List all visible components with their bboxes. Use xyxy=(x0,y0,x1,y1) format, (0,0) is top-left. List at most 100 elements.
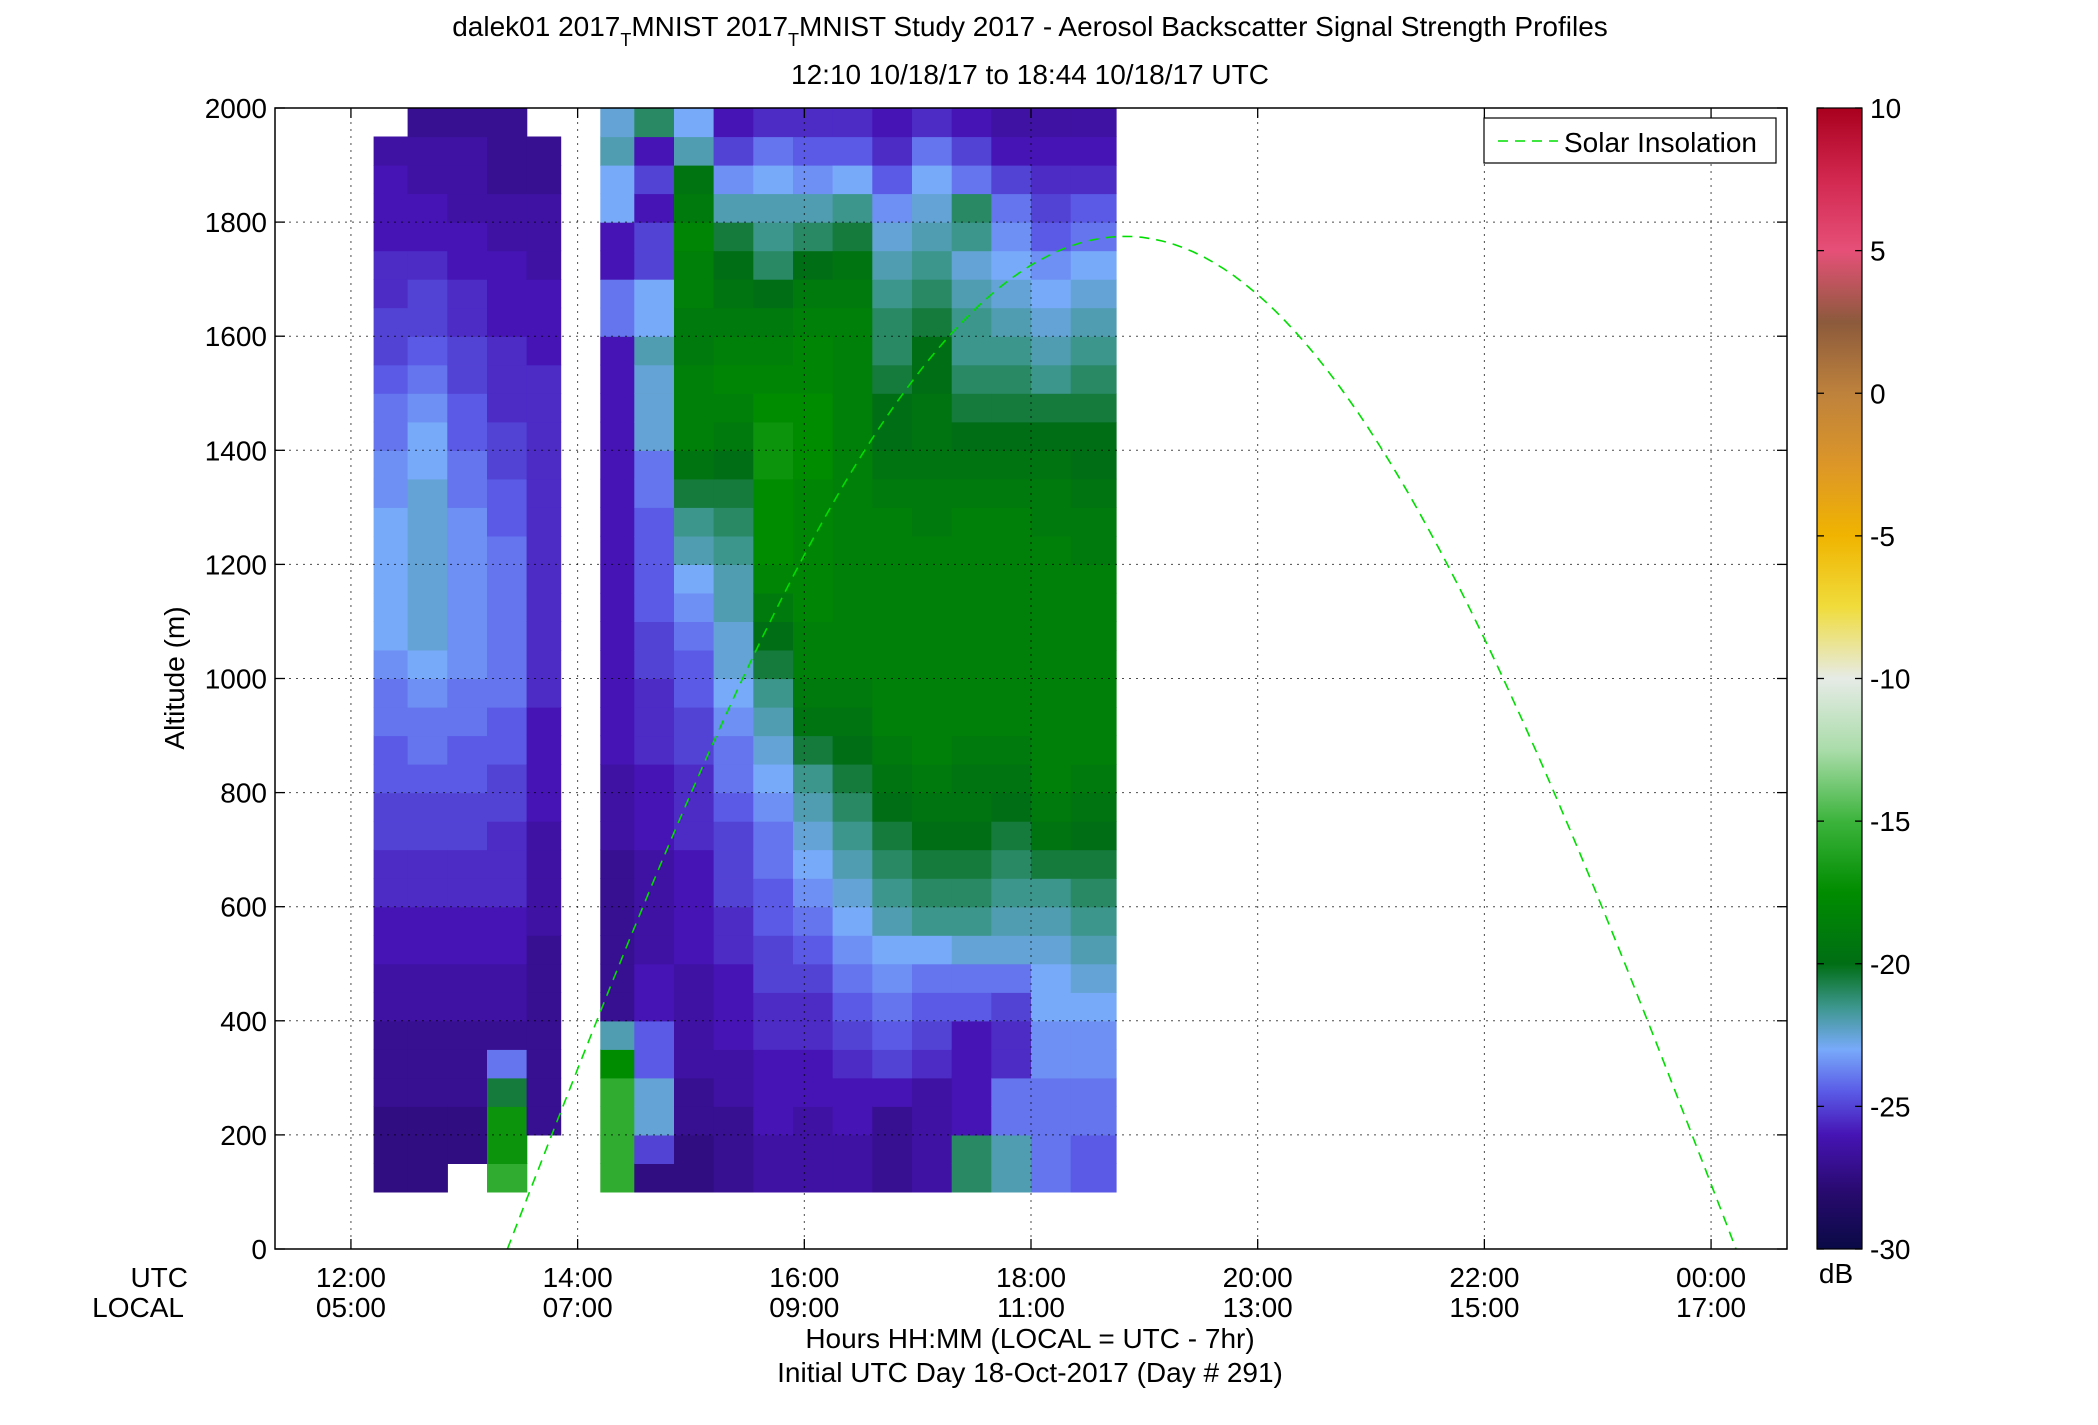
heatmap-cell xyxy=(1070,307,1117,337)
heatmap-cell xyxy=(634,1020,675,1050)
heatmap-cell xyxy=(1070,821,1117,851)
heatmap-cell xyxy=(634,1134,675,1164)
heatmap-cell xyxy=(951,279,992,309)
heatmap-cell xyxy=(407,193,448,223)
heatmap-cell xyxy=(832,364,873,394)
heatmap-cell xyxy=(753,1134,794,1164)
heatmap-cell xyxy=(753,279,794,309)
heatmap-cell xyxy=(447,279,488,309)
heatmap-cell xyxy=(1031,222,1072,252)
heatmap-cell xyxy=(1031,478,1072,508)
heatmap-cell xyxy=(487,707,528,737)
heatmap-cell xyxy=(991,735,1032,765)
heatmap-cell xyxy=(951,307,992,337)
heatmap-cell xyxy=(447,1077,488,1107)
heatmap-cell xyxy=(872,478,913,508)
heatmap-cell xyxy=(793,1020,834,1050)
heatmap-cell xyxy=(407,250,448,280)
heatmap-cell xyxy=(951,592,992,622)
heatmap-cell xyxy=(447,507,488,537)
heatmap-cell xyxy=(634,450,675,480)
heatmap-cell xyxy=(407,592,448,622)
heatmap-cell xyxy=(487,336,528,366)
heatmap-cell xyxy=(447,364,488,394)
heatmap-cell xyxy=(526,849,562,879)
heatmap-cell xyxy=(1070,878,1117,908)
heatmap-cell xyxy=(600,992,635,1022)
heatmap-cell xyxy=(991,421,1032,451)
heatmap-cell xyxy=(674,1163,715,1193)
heatmap-cell xyxy=(753,507,794,537)
heatmap-cell xyxy=(487,678,528,708)
heatmap-cell xyxy=(407,108,448,138)
heatmap-cell xyxy=(373,764,409,794)
heatmap-cell xyxy=(674,992,715,1022)
heatmap-cell xyxy=(832,336,873,366)
heatmap-cell xyxy=(713,450,754,480)
heatmap-cell xyxy=(634,878,675,908)
heatmap-cell xyxy=(487,393,528,423)
x-tick-label-local: 17:00 xyxy=(1676,1292,1746,1323)
heatmap-cell xyxy=(951,193,992,223)
heatmap-cell xyxy=(1031,450,1072,480)
heatmap-cell xyxy=(407,992,448,1022)
colorbar xyxy=(1816,107,1863,1250)
heatmap-cell xyxy=(373,507,409,537)
heatmap-cell xyxy=(793,849,834,879)
heatmap-cell xyxy=(634,707,675,737)
heatmap-cell xyxy=(872,535,913,565)
heatmap-cell xyxy=(487,849,528,879)
heatmap-cell xyxy=(634,1049,675,1079)
heatmap-cell xyxy=(407,535,448,565)
heatmap-cell xyxy=(793,165,834,195)
heatmap-cell xyxy=(991,792,1032,822)
heatmap-cell xyxy=(832,935,873,965)
heatmap-cell xyxy=(373,621,409,651)
heatmap-cell xyxy=(793,450,834,480)
heatmap-cell xyxy=(634,535,675,565)
heatmap-cell xyxy=(872,136,913,166)
x-tick-label-utc: 16:00 xyxy=(769,1262,839,1293)
heatmap-cell xyxy=(1070,1077,1117,1107)
heatmap-cell xyxy=(991,393,1032,423)
heatmap-cell xyxy=(600,849,635,879)
heatmap-cell xyxy=(634,222,675,252)
heatmap-cell xyxy=(713,1077,754,1107)
heatmap-cell xyxy=(793,992,834,1022)
heatmap-cell xyxy=(487,650,528,680)
heatmap-cell xyxy=(832,535,873,565)
heatmap-cell xyxy=(793,279,834,309)
heatmap-cell xyxy=(526,222,562,252)
heatmap-cell xyxy=(872,650,913,680)
heatmap-cell xyxy=(600,1077,635,1107)
heatmap-cell xyxy=(407,1106,448,1136)
heatmap-cell xyxy=(373,963,409,993)
heatmap-cell xyxy=(872,564,913,594)
heatmap-cell xyxy=(832,393,873,423)
heatmap-cell xyxy=(991,849,1032,879)
heatmap-cell xyxy=(951,250,992,280)
heatmap-cell xyxy=(951,878,992,908)
heatmap-cell xyxy=(487,564,528,594)
heatmap-cell xyxy=(674,564,715,594)
heatmap-cell xyxy=(951,935,992,965)
heatmap-cell xyxy=(951,535,992,565)
heatmap-cell xyxy=(793,564,834,594)
heatmap-cell xyxy=(634,678,675,708)
y-tick-label: 0 xyxy=(251,1234,267,1265)
heatmap-cell xyxy=(753,450,794,480)
heatmap-cell xyxy=(600,650,635,680)
heatmap-cell xyxy=(1070,279,1117,309)
heatmap-cell xyxy=(526,165,562,195)
heatmap-cell xyxy=(912,1134,953,1164)
heatmap-cell xyxy=(951,136,992,166)
heatmap-cell xyxy=(373,992,409,1022)
heatmap-cell xyxy=(912,906,953,936)
heatmap-cell xyxy=(991,564,1032,594)
y-tick-label: 2000 xyxy=(205,93,267,124)
heatmap-cell xyxy=(713,1020,754,1050)
heatmap-cell xyxy=(832,764,873,794)
heatmap-cell xyxy=(600,1049,635,1079)
heatmap-cell xyxy=(634,136,675,166)
